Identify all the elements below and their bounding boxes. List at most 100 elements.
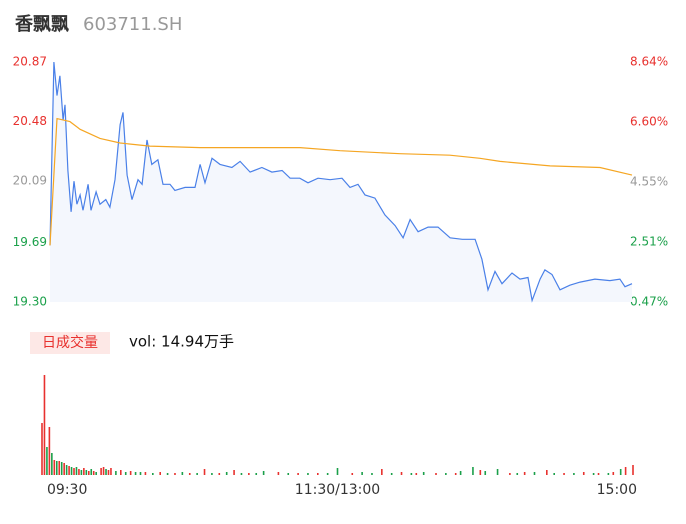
y2-tick-label: 8.64%	[630, 55, 668, 69]
stock-code: 603711.SH	[83, 14, 182, 35]
y2-tick-label: 2.51%	[630, 235, 668, 249]
x-tick-label: 09:30	[47, 482, 87, 498]
volume-bar	[203, 469, 206, 475]
volume-bar	[211, 473, 213, 475]
volume-bar	[435, 473, 437, 475]
y-tick-label: 19.69	[13, 235, 47, 249]
volume-bar	[92, 471, 95, 475]
volume-bar	[65, 465, 68, 475]
volume-bar	[297, 473, 299, 475]
volume-bar	[124, 472, 127, 475]
volume-bar	[188, 473, 191, 475]
volume-bar	[134, 472, 137, 475]
volume-bar	[612, 472, 615, 475]
volume-bar	[454, 473, 457, 475]
volume-bar	[68, 466, 70, 475]
volume-bar	[632, 465, 634, 475]
volume-bar	[152, 473, 154, 475]
x-tick-label: 11:30/13:00	[295, 482, 380, 498]
y-tick-label: 19.30	[13, 295, 47, 309]
volume-bar	[509, 473, 511, 475]
volume-button[interactable]	[30, 332, 110, 354]
volume-bar	[582, 472, 585, 475]
volume-bar	[73, 468, 75, 475]
volume-bar	[110, 468, 112, 475]
volume-bar	[63, 463, 65, 475]
volume-bar	[240, 473, 243, 475]
volume-bar	[55, 461, 58, 475]
volume-bar	[597, 473, 600, 475]
volume-bar	[58, 461, 61, 475]
volume-bar	[410, 473, 413, 475]
volume-bar	[619, 469, 622, 475]
volume-bar	[43, 375, 46, 475]
volume-bar	[459, 471, 462, 475]
volume-bar	[523, 472, 526, 475]
volume-bar	[95, 472, 97, 475]
volume-bar	[287, 473, 290, 475]
y2-tick-label: 0.47%	[630, 295, 668, 309]
volume-bar	[445, 473, 447, 475]
volume-bar	[277, 472, 280, 475]
volume-bar	[80, 470, 83, 475]
volume-bar	[624, 467, 627, 475]
y-tick-label: 20.87	[13, 55, 47, 69]
volume-bar	[326, 473, 329, 475]
volume-bar	[83, 468, 85, 475]
volume-bar	[255, 473, 258, 475]
volume-bar	[400, 472, 403, 475]
volume-bar	[78, 469, 80, 475]
line-series	[49, 117, 633, 246]
volume-bar	[41, 423, 43, 475]
volume-bar	[102, 467, 105, 475]
volume-bar	[248, 473, 250, 475]
volume-bar	[479, 470, 482, 475]
volume-bar	[166, 473, 169, 475]
volume-summary: vol: 14.94万手	[129, 333, 234, 351]
volume-bar	[592, 473, 595, 475]
volume-bar	[159, 472, 161, 475]
volume-bar	[107, 470, 110, 475]
volume-bar	[317, 473, 319, 475]
volume-button-label[interactable]: 日成交量	[42, 334, 98, 351]
volume-bar	[120, 470, 122, 475]
stock-name: 香飘飘	[14, 14, 69, 35]
volume-bar	[563, 473, 565, 475]
volume-bar	[60, 462, 63, 475]
volume-bar	[218, 473, 221, 475]
volume-bar	[573, 473, 575, 475]
volume-bar	[225, 472, 228, 475]
volume-bar	[607, 473, 610, 475]
volume-bar	[361, 472, 363, 475]
volume-bar	[115, 471, 117, 475]
line-series	[49, 61, 633, 303]
volume-bar	[105, 469, 107, 475]
volume-bar	[533, 472, 536, 475]
volume-bar	[390, 473, 393, 475]
volume-bar	[233, 470, 235, 475]
volume-bar	[516, 473, 519, 475]
volume-bar	[139, 472, 142, 475]
volume-bar	[422, 472, 425, 475]
volume-bar	[51, 453, 53, 475]
volume-bar	[496, 469, 499, 475]
volume-bar	[553, 473, 555, 475]
volume-bar	[100, 468, 102, 475]
volume-bar	[46, 447, 48, 475]
volume-bar	[351, 473, 354, 475]
y2-tick-label: 4.55%	[630, 175, 668, 189]
volume-bar	[144, 472, 147, 475]
volume-bar	[371, 473, 373, 475]
volume-bar	[381, 469, 383, 475]
volume-bar	[129, 471, 132, 475]
volume-bar	[196, 473, 198, 475]
volume-bar	[53, 460, 56, 475]
y-tick-label: 20.48	[13, 114, 47, 128]
y-tick-label: 20.09	[13, 174, 47, 188]
volume-bar	[307, 473, 309, 475]
price-area	[50, 62, 632, 302]
volume-bar	[85, 470, 88, 475]
volume-bar	[48, 427, 51, 475]
volume-bar	[262, 471, 265, 475]
